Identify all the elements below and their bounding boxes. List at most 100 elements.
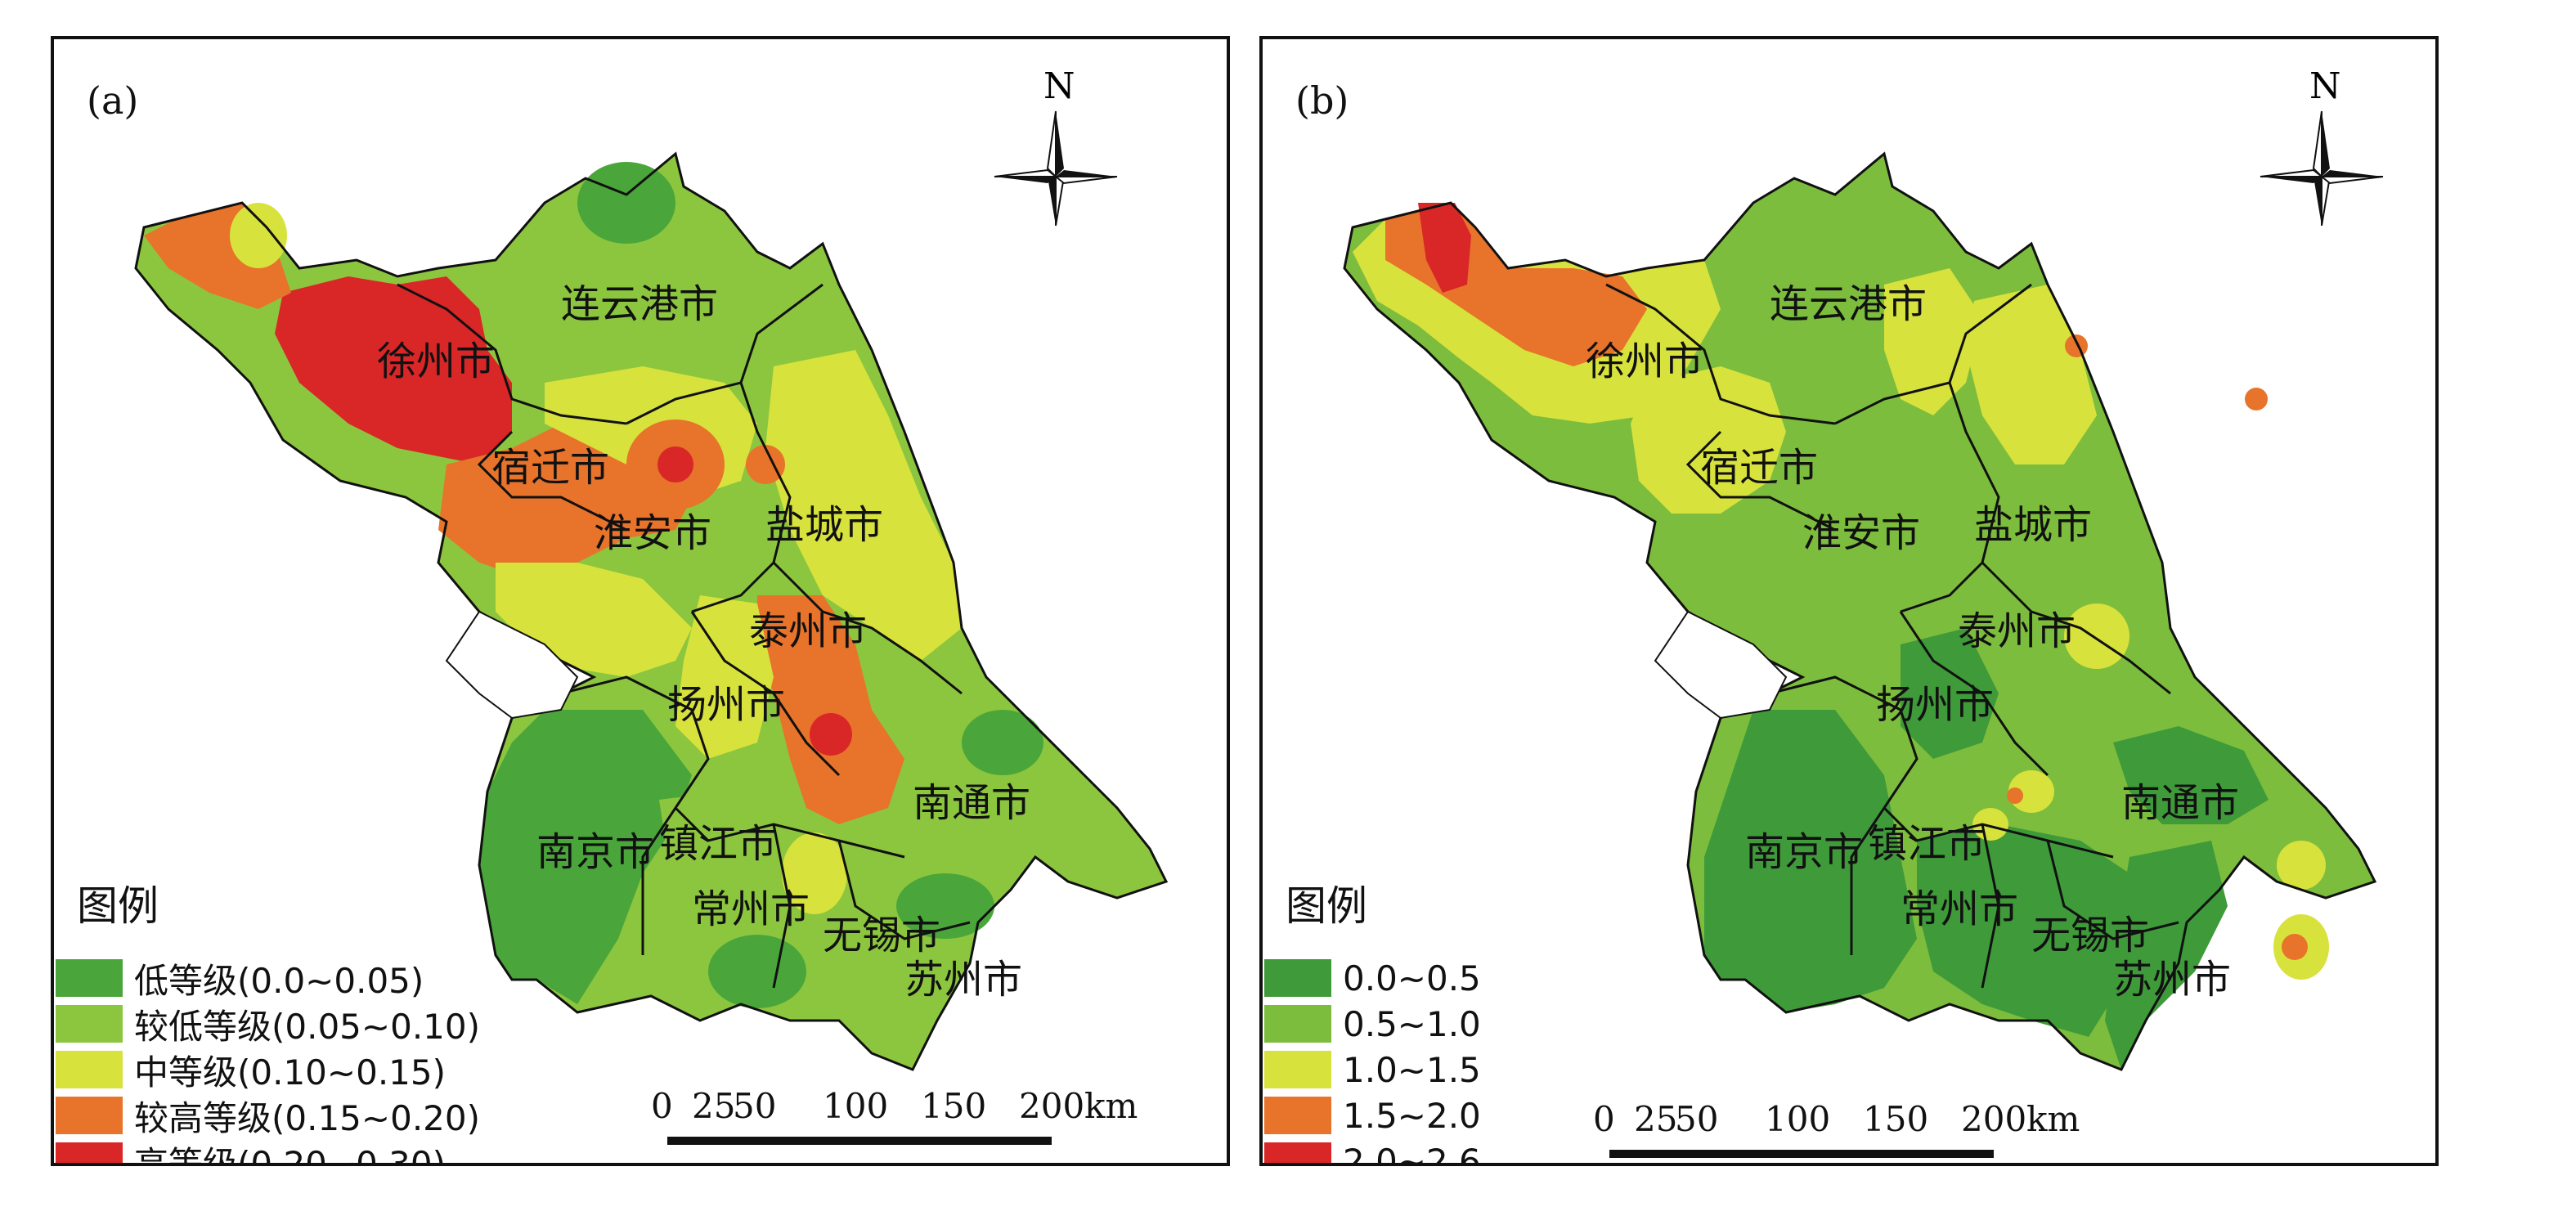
map-panel-b: 徐州市 连云港市 宿迁市 淮安市 盐城市 泰州市 扬州市 南通市 南京市 镇江市…: [1259, 36, 2439, 1166]
city-label-changzhou: 常州市: [692, 886, 810, 932]
zone-green-lianyungang: [577, 162, 675, 244]
city-label-suzhou: 苏州市: [904, 957, 1022, 1003]
legend-item: 1.5~2.0: [1263, 1093, 1481, 1138]
legend-item: 较高等级(0.15~0.20): [54, 1093, 480, 1138]
legend-label: 中等级(0.10~0.15): [134, 1052, 446, 1093]
zone-yellow-nw: [230, 203, 287, 268]
scale-tick: 25: [1634, 1099, 1678, 1139]
map-panel-a: 徐州市 连云港市 宿迁市 淮安市 盐城市 泰州市 扬州市 南通市 南京市 镇江市…: [51, 36, 1230, 1166]
city-label-suqian: 宿迁市: [491, 445, 609, 491]
legend-swatch: [54, 1003, 124, 1044]
zone-yellow-yangzhou: [675, 595, 774, 759]
city-label-lianyungang: 连云港市: [561, 281, 718, 327]
zone-darkgreen-changzhou: [1917, 824, 2129, 1037]
legend-swatch: [1263, 1003, 1333, 1044]
north-arrow-icon: N: [2260, 65, 2384, 226]
scale-tick: 150: [921, 1086, 987, 1126]
zone-green-nantong: [962, 710, 1043, 775]
zone-green-nanjing: [479, 710, 692, 1004]
city-label-wuxi: 无锡市: [2031, 913, 2149, 958]
zone-yellow-lyg: [1884, 268, 1982, 415]
legend-swatch: [54, 1141, 124, 1163]
city-label-suqian: 宿迁市: [1700, 445, 1818, 491]
legend-label: 高等级(0.20~0.30): [134, 1143, 446, 1166]
scale-tick: 200: [1961, 1099, 2027, 1139]
zone-orange-taizhou: [757, 595, 904, 824]
scale-bar-a: 0 25 50 100 150 200 km: [651, 1086, 1138, 1145]
zone-darkgreen-yangzhou: [1901, 628, 1999, 759]
legend-swatch: [54, 1095, 124, 1136]
city-label-xuzhou: 徐州市: [377, 339, 495, 384]
city-label-nanjing: 南京市: [536, 829, 654, 875]
legend-item: 0.5~1.0: [1263, 1001, 1481, 1047]
scale-tick: 0: [651, 1086, 673, 1126]
legend-swatch: [54, 958, 124, 998]
zone-darkgreen-suzhou: [2105, 841, 2228, 1070]
zone-high-xuzhou: [275, 276, 512, 464]
city-label-wuxi: 无锡市: [823, 913, 940, 958]
legend-title: 图例: [1286, 882, 1367, 930]
city-label-nantong: 南通市: [913, 780, 1030, 826]
legend-label: 0.0~0.5: [1343, 958, 1481, 998]
city-label-yangzhou: 扬州市: [667, 682, 785, 728]
svg-text:N: N: [1043, 65, 1075, 107]
city-label-zhenjiang: 镇江市: [659, 821, 777, 867]
jiangsu-outline: [134, 151, 1169, 1071]
scale-tick: 200: [1019, 1086, 1085, 1126]
panel-label-a: (a): [87, 79, 139, 123]
legend-swatch: [1263, 1049, 1333, 1090]
city-label-changzhou: 常州市: [1901, 886, 2018, 932]
zone-red-xuzhou: [1418, 203, 1471, 293]
legend-label: 较高等级(0.15~0.20): [134, 1097, 480, 1138]
zone-orange-spot: [2065, 334, 2088, 357]
legend-label: 1.0~1.5: [1343, 1049, 1481, 1090]
lake-hongze: [1654, 610, 1788, 720]
zone-darkgreen-nanjing: [1704, 710, 1917, 1012]
city-label-zhenjiang: 镇江市: [1868, 821, 1986, 867]
zone-orange-spot: [2007, 787, 2023, 804]
scale-bar-b: 0 25 50 100 150 200 km: [1593, 1099, 2080, 1158]
zone-red-huaian: [657, 446, 693, 482]
zone-darkgreen-nantong: [2113, 726, 2269, 824]
zone-yellow-suqian: [1631, 366, 1786, 514]
legend-item: 0.0~0.5: [1263, 955, 1481, 1001]
legend-swatch: [1263, 1095, 1333, 1136]
city-label-nantong: 南通市: [2121, 780, 2239, 826]
legend-item: 高等级(0.20~0.30): [54, 1138, 480, 1166]
scale-unit: km: [2026, 1099, 2080, 1139]
legend-b: 图例 0.0~0.5 0.5~1.0 1.0~1.5 1.5~2.0 2.0~2…: [1263, 873, 1481, 1163]
zone-red-taizhou: [810, 713, 852, 756]
city-boundaries-a: [397, 283, 971, 989]
city-label-huaian: 淮安市: [1802, 510, 1920, 556]
legend-label: 0.5~1.0: [1343, 1003, 1481, 1044]
zone-yellow-coast: [2277, 841, 2326, 890]
legend-swatch: [1263, 1141, 1333, 1163]
city-label-nanjing: 南京市: [1745, 829, 1863, 875]
legend-label: 较低等级(0.05~0.10): [134, 1006, 480, 1047]
legend-swatch: [1263, 958, 1333, 998]
scale-tick: 100: [1765, 1099, 1831, 1139]
zone-orange-spot: [2245, 388, 2268, 411]
city-label-lianyungang: 连云港市: [1770, 281, 1927, 327]
legend-item: 中等级(0.10~0.15): [54, 1047, 480, 1093]
zone-orange-spot: [746, 445, 785, 484]
legend-title: 图例: [77, 882, 159, 930]
jiangsu-map-a: 徐州市 连云港市 宿迁市 淮安市 盐城市 泰州市 扬州市 南通市 南京市 镇江市…: [134, 151, 1169, 1071]
scale-tick: 25: [692, 1086, 736, 1126]
legend-item: 1.0~1.5: [1263, 1047, 1481, 1093]
legend-item: 低等级(0.0~0.05): [54, 955, 480, 1001]
legend-item: 2.0~2.6: [1263, 1138, 1481, 1163]
legend-a: 图例 低等级(0.0~0.05) 较低等级(0.05~0.10) 中等级(0.1…: [54, 873, 480, 1166]
jiangsu-map-b: 徐州市 连云港市 宿迁市 淮安市 盐城市 泰州市 扬州市 南通市 南京市 镇江市…: [1343, 151, 2377, 1071]
city-label-yancheng: 盐城市: [765, 502, 883, 548]
legend-item: 较低等级(0.05~0.10): [54, 1001, 480, 1047]
scale-tick: 150: [1863, 1099, 1929, 1139]
city-label-suzhou: 苏州市: [2113, 957, 2231, 1003]
city-label-huaian: 淮安市: [594, 510, 711, 556]
north-arrow-icon: N: [994, 65, 1118, 226]
zone-orange-spot: [2282, 934, 2308, 960]
svg-text:N: N: [2309, 65, 2341, 107]
scale-tick: 50: [1675, 1099, 1719, 1139]
city-label-yangzhou: 扬州市: [1876, 682, 1994, 728]
legend-label: 1.5~2.0: [1343, 1095, 1481, 1136]
